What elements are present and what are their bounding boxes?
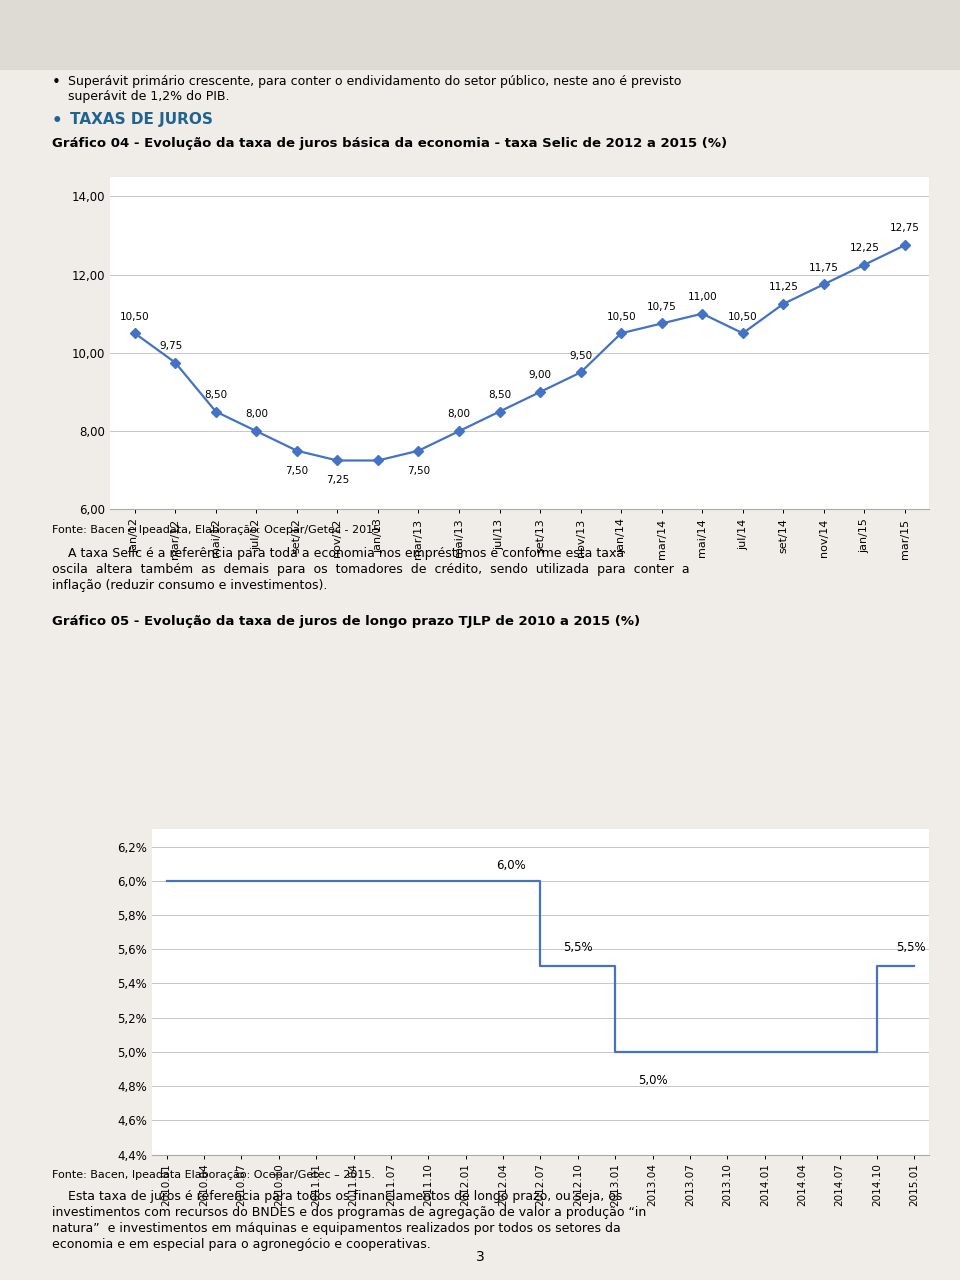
Text: 8,00: 8,00 (245, 410, 268, 420)
Text: •: • (52, 76, 60, 90)
Text: 5,0%: 5,0% (637, 1074, 667, 1087)
Text: Gráfico 05 - Evolução da taxa de juros de longo prazo TJLP de 2010 a 2015 (%): Gráfico 05 - Evolução da taxa de juros d… (52, 614, 640, 628)
Text: superávit de 1,2% do PIB.: superávit de 1,2% do PIB. (68, 90, 229, 102)
Text: •: • (52, 111, 62, 131)
Text: 10,50: 10,50 (607, 311, 636, 321)
Text: A taxa Selic é a referência para toda a economia nos empréstimos e conforme esta: A taxa Selic é a referência para toda a … (52, 547, 624, 561)
Text: 11,25: 11,25 (768, 282, 799, 292)
Text: 7,50: 7,50 (407, 466, 430, 476)
Text: 9,75: 9,75 (159, 340, 182, 351)
Text: 7,50: 7,50 (285, 466, 308, 476)
Text: 5,5%: 5,5% (563, 941, 592, 955)
Text: Fonte: Bacen, Ipeadata Elaboração: Ocepar/Getec – 2015.: Fonte: Bacen, Ipeadata Elaboração: Ocepa… (52, 1170, 375, 1180)
Text: 12,25: 12,25 (850, 243, 879, 253)
Text: oscila  altera  também  as  demais  para  os  tomadores  de  crédito,  sendo  ut: oscila altera também as demais para os t… (52, 563, 689, 576)
Text: Fonte: Bacen e Ipeadata, Elaboração: Ocepar/Getec - 2015: Fonte: Bacen e Ipeadata, Elaboração: Oce… (52, 525, 380, 535)
Text: natura”  e investimentos em máquinas e equipamentos realizados por todos os seto: natura” e investimentos em máquinas e eq… (52, 1222, 621, 1235)
Text: 11,75: 11,75 (809, 262, 839, 273)
Text: 12,75: 12,75 (890, 224, 920, 233)
Text: 11,00: 11,00 (687, 292, 717, 302)
Text: TAXAS DE JUROS: TAXAS DE JUROS (70, 111, 213, 127)
Text: Gráfico 04 - Evolução da taxa de juros básica da economia - taxa Selic de 2012 a: Gráfico 04 - Evolução da taxa de juros b… (52, 137, 727, 150)
FancyBboxPatch shape (0, 0, 960, 70)
Text: 6,0%: 6,0% (495, 859, 525, 872)
Text: investimentos com recursos do BNDES e dos programas de agregação de valor a prod: investimentos com recursos do BNDES e do… (52, 1206, 646, 1219)
Text: 5,5%: 5,5% (896, 941, 925, 955)
Text: Superávit primário crescente, para conter o endividamento do setor público, nest: Superávit primário crescente, para conte… (68, 76, 682, 88)
Text: 7,25: 7,25 (325, 475, 349, 485)
Text: inflação (reduzir consumo e investimentos).: inflação (reduzir consumo e investimento… (52, 579, 327, 591)
Text: 9,50: 9,50 (569, 351, 592, 361)
Text: 10,50: 10,50 (728, 311, 757, 321)
Text: 9,00: 9,00 (529, 370, 552, 380)
Text: 8,50: 8,50 (204, 390, 228, 399)
Text: 10,75: 10,75 (647, 302, 677, 312)
Text: 8,00: 8,00 (447, 410, 470, 420)
Text: Esta taxa de juros é referencia para todos os financiamentos de longo prazo, ou : Esta taxa de juros é referencia para tod… (52, 1190, 622, 1203)
Text: 10,50: 10,50 (120, 311, 150, 321)
Text: 3: 3 (475, 1251, 485, 1265)
Text: economia e em especial para o agronegócio e cooperativas.: economia e em especial para o agronegóci… (52, 1238, 431, 1251)
Text: 8,50: 8,50 (488, 390, 511, 399)
